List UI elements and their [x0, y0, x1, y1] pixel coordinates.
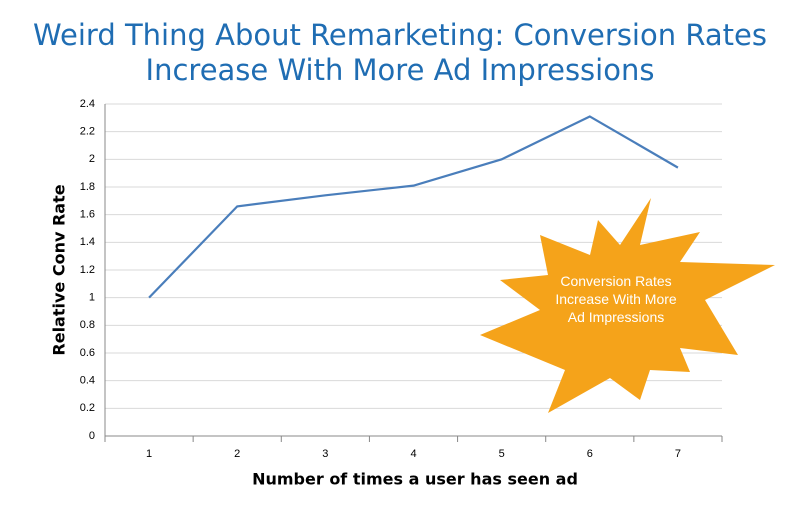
y-tick-label: 0	[89, 430, 95, 442]
y-axis-label: Relative Conv Rate	[50, 184, 69, 355]
y-tick-label: 0.2	[80, 402, 95, 414]
x-tick-label: 2	[234, 448, 240, 460]
y-tick-label: 0.6	[80, 347, 95, 359]
starburst	[480, 198, 775, 413]
annotation: Conversion Rates Increase With More Ad I…	[555, 273, 677, 325]
y-tick-label: 2.2	[80, 126, 95, 138]
x-tick-label: 4	[410, 448, 416, 460]
y-tick-label: 0.8	[80, 319, 95, 331]
x-tick-label: 1	[146, 448, 152, 460]
x-tick-label: 3	[322, 448, 328, 460]
y-tick-label: 1.6	[80, 209, 95, 221]
y-tick-label: 1.2	[80, 264, 95, 276]
y-tick-label: 1	[89, 292, 95, 304]
x-tick-label: 5	[499, 448, 505, 460]
y-tick-label: 0.4	[80, 375, 95, 387]
y-tick-label: 2.4	[80, 98, 95, 110]
data-line	[148, 115, 679, 299]
x-tick-label: 7	[675, 448, 681, 460]
chart-title: Weird Thing About Remarketing: Conversio…	[33, 18, 767, 87]
y-tick-label: 1.4	[80, 236, 95, 248]
x-tick-label: 6	[587, 448, 593, 460]
x-axis-label: Number of times a user has seen ad	[252, 470, 578, 489]
y-tick-label: 1.8	[80, 181, 95, 193]
y-tick-label: 2	[89, 153, 95, 165]
